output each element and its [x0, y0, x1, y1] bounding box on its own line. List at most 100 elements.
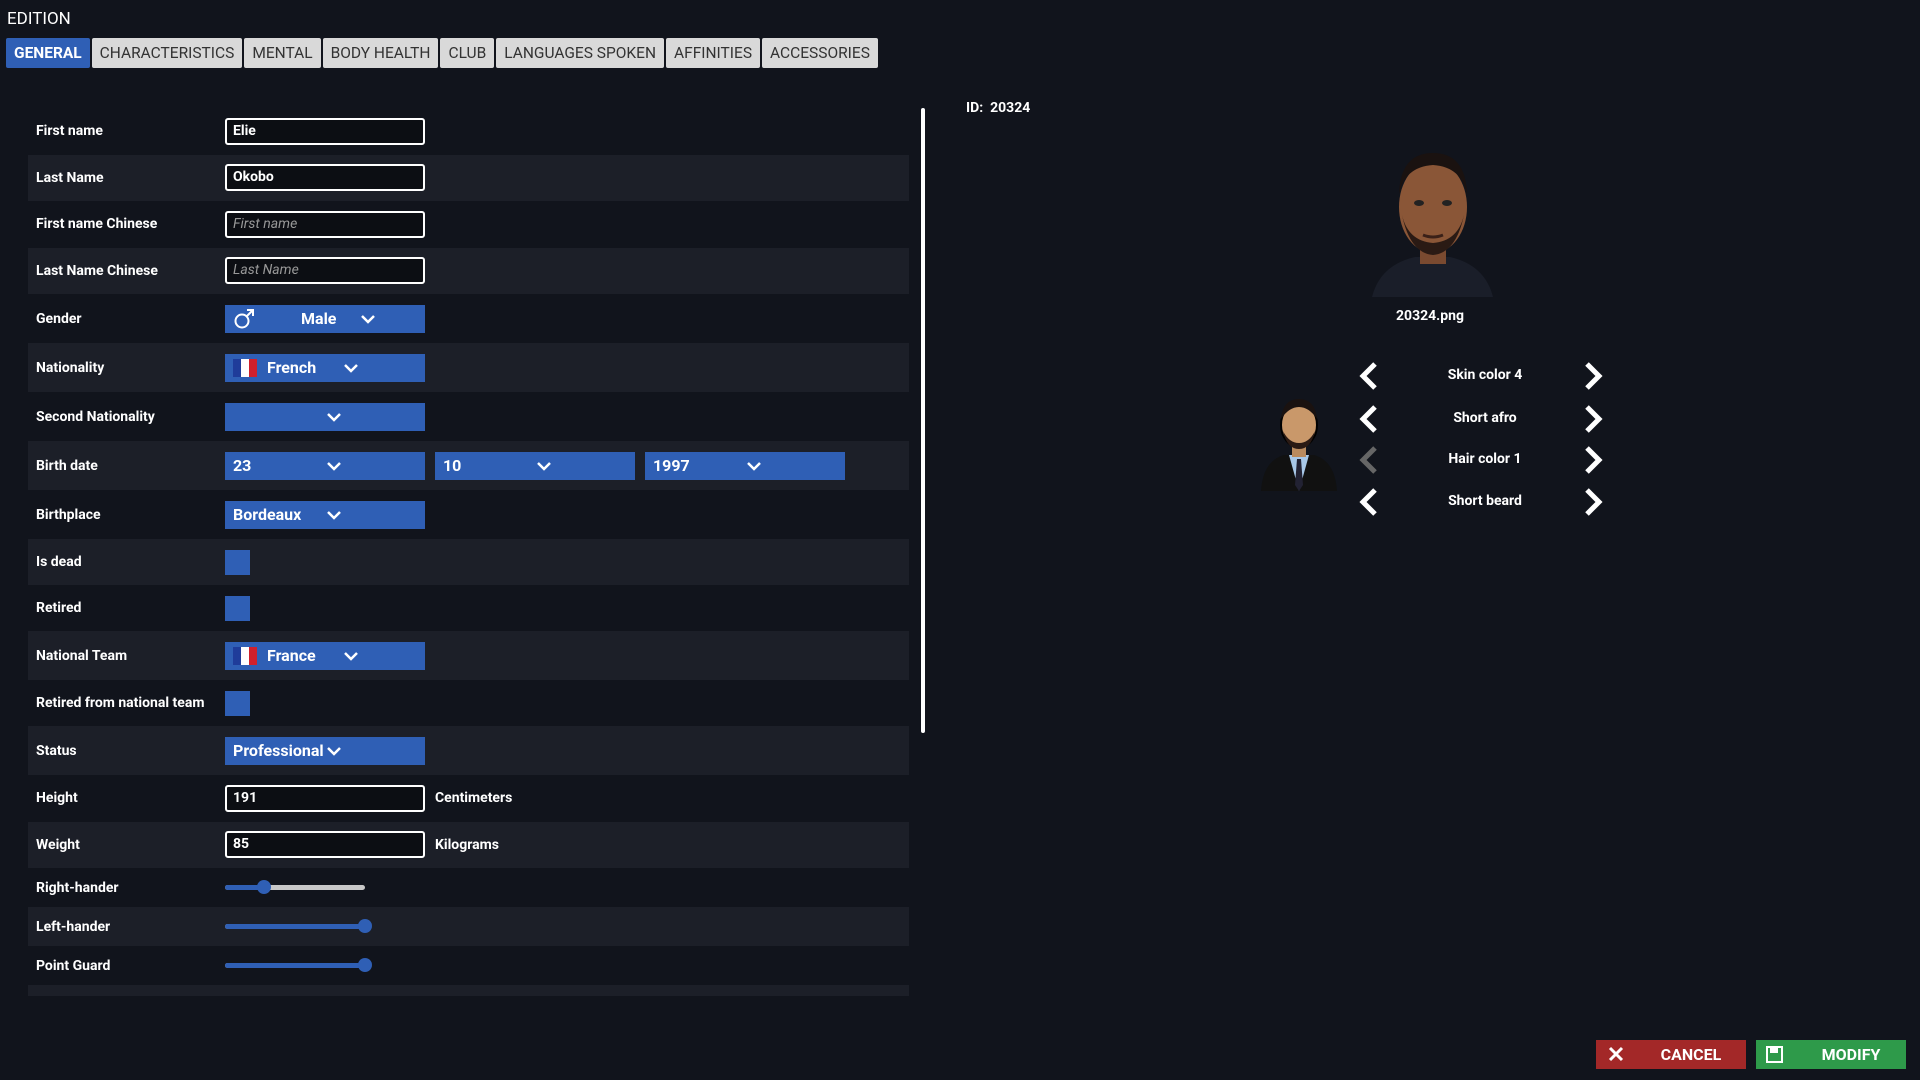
chevron	[327, 746, 341, 756]
form-row: Status Professional	[28, 726, 909, 775]
tab[interactable]: CLUB	[440, 38, 495, 68]
dropdown-value: 10	[443, 456, 462, 475]
chevron	[344, 363, 358, 373]
tab-bar: GENERAL CHARACTERISTICS MENTAL BODY HEALTH C…	[6, 38, 878, 68]
male-icon	[234, 308, 254, 328]
chevron	[327, 461, 341, 471]
dropdown[interactable]: Bordeaux	[225, 500, 425, 529]
slider-track[interactable]	[225, 958, 372, 972]
prev-arrow	[1359, 488, 1377, 516]
form-row: Retired	[28, 585, 909, 631]
tab[interactable]: AFFINITIES	[666, 38, 761, 68]
form-row: Last Name Okobo	[28, 154, 909, 201]
field-label: Last Name Chinese	[36, 262, 158, 279]
form-row: Retired from national team	[28, 680, 909, 726]
slider-thumb[interactable]	[358, 919, 372, 933]
dropdown[interactable]: Male	[225, 304, 425, 333]
modify-button[interactable]: MODIFY	[1756, 1040, 1906, 1069]
field-label: Weight	[36, 836, 80, 853]
cancel-button[interactable]: CANCEL	[1596, 1040, 1746, 1069]
modify-label: MODIFY	[1821, 1045, 1881, 1064]
field-label: First name	[36, 123, 103, 140]
slider-thumb[interactable]	[257, 880, 272, 894]
field-label: Nationality	[36, 359, 105, 376]
slider-track[interactable]	[225, 919, 372, 933]
field-label: Height	[36, 790, 78, 807]
form-row: Weight 85 Kilograms	[28, 821, 909, 868]
slider-track[interactable]	[225, 880, 365, 894]
chevron	[344, 651, 358, 661]
dropdown[interactable]: French	[225, 353, 425, 382]
text-input[interactable]: Elie	[225, 117, 425, 145]
field-label: Birthplace	[36, 506, 101, 523]
chevron	[327, 510, 341, 520]
tab[interactable]: GENERAL	[6, 38, 90, 68]
dropdown-value: 23	[233, 456, 252, 475]
field-label: Status	[36, 742, 77, 759]
chevron	[361, 314, 375, 324]
field-label: Last Name	[36, 169, 104, 186]
slider-fill	[225, 924, 365, 929]
slider-thumb[interactable]	[358, 958, 372, 972]
form-row: Is dead	[28, 539, 909, 585]
field-label: Right-hander	[36, 879, 119, 896]
tab[interactable]: MENTAL	[244, 38, 321, 68]
dropdown-value: Male	[301, 309, 337, 328]
appearance-label: Short beard	[1448, 493, 1522, 509]
unit-label: Kilograms	[435, 836, 499, 853]
form: First name Elie Last Name Okobo First name C…	[28, 108, 909, 996]
form-row: Gender Male	[28, 294, 909, 343]
cancel-icon	[1608, 1046, 1624, 1062]
flag-stripe	[241, 646, 249, 665]
checkbox[interactable]	[225, 690, 250, 716]
next-arrow	[1585, 362, 1603, 390]
tab[interactable]: BODY HEALTH	[322, 38, 439, 68]
flag-stripe	[233, 358, 241, 377]
tab[interactable]: CHARACTERISTICS	[91, 38, 243, 68]
form-row: Birth date 23 10 1997	[28, 441, 909, 490]
field-label: Left-hander	[36, 918, 111, 935]
form-row: Second Nationality	[28, 392, 909, 441]
field-label: Retired	[36, 600, 82, 616]
field-label: Retired from national team	[36, 695, 205, 711]
slider-fill	[225, 885, 265, 890]
next-arrow	[1585, 488, 1603, 516]
field-label: Gender	[36, 310, 82, 327]
appearance-label: Hair color 1	[1448, 451, 1522, 467]
next-arrow	[1585, 446, 1603, 474]
chevron	[537, 461, 551, 471]
dropdown[interactable]: 10	[435, 451, 635, 480]
text-input[interactable]: Last Name	[225, 257, 425, 285]
flag	[233, 358, 257, 377]
dropdown[interactable]	[225, 402, 425, 431]
form-row: Right-hander	[28, 868, 909, 907]
form-row: Birthplace Bordeaux	[28, 490, 909, 539]
tab[interactable]: ACCESSORIES	[762, 38, 878, 68]
dropdown[interactable]: Professional	[225, 736, 425, 765]
prev-arrow	[1359, 362, 1377, 390]
checkbox[interactable]	[225, 595, 250, 621]
portrait-filename: 20324.png	[1396, 308, 1464, 324]
chevron	[747, 461, 761, 471]
prev-arrow	[1359, 446, 1377, 474]
text-input[interactable]: 191	[225, 784, 425, 812]
text-input[interactable]: 85	[225, 831, 425, 859]
flag-stripe	[233, 646, 241, 665]
form-row: Last Name Chinese Last Name	[28, 247, 909, 294]
flag-stripe	[249, 646, 257, 665]
field-label: Birth date	[36, 457, 98, 474]
text-input[interactable]: Okobo	[225, 164, 425, 192]
tab[interactable]: LANGUAGES SPOKEN	[496, 38, 665, 68]
checkbox[interactable]	[225, 549, 250, 575]
text-input[interactable]: First name	[225, 210, 425, 238]
dropdown-value: 1997	[653, 456, 690, 475]
scrollbar[interactable]	[921, 108, 925, 733]
appearance-label: Skin color 4	[1447, 367, 1523, 383]
dropdown[interactable]: 1997	[645, 451, 845, 480]
dropdown[interactable]: France	[225, 641, 425, 670]
field-label: Is dead	[36, 554, 82, 570]
id: ID: 20324	[966, 100, 1030, 116]
cancel-label: CANCEL	[1660, 1045, 1722, 1064]
dropdown[interactable]: 23	[225, 451, 425, 480]
